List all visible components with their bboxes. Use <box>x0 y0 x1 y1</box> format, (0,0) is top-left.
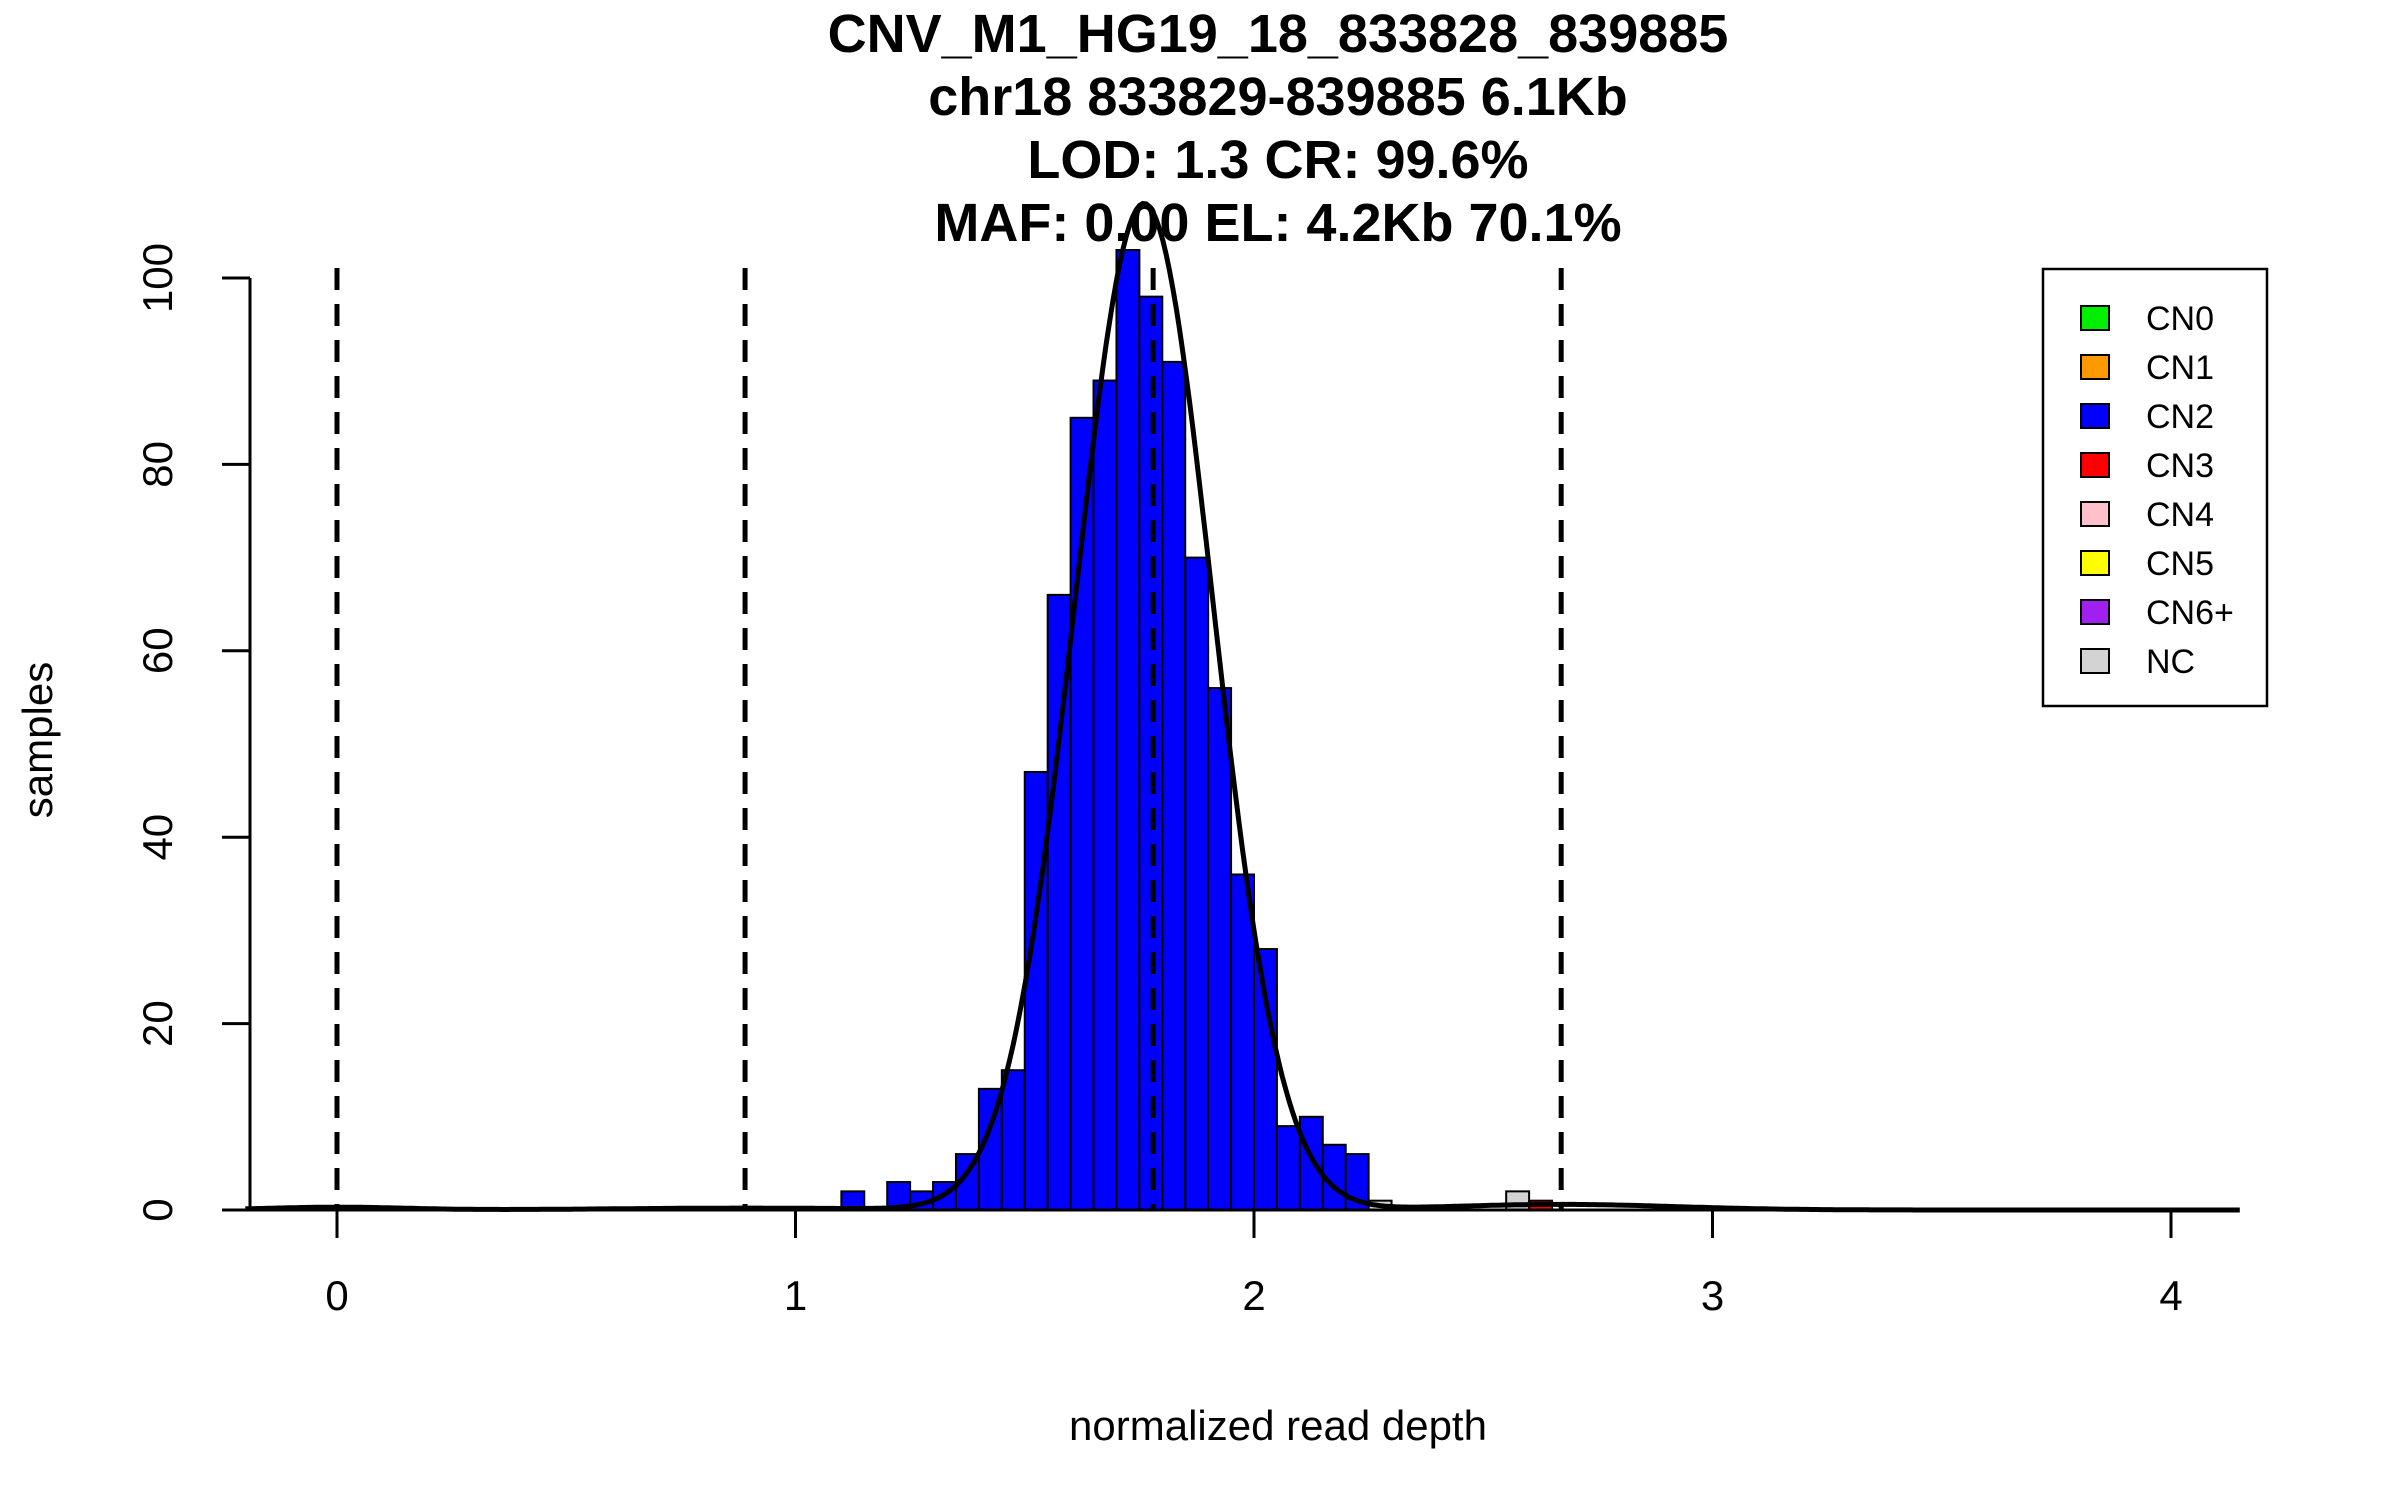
x-tick-label: 1 <box>784 1272 807 1319</box>
y-tick-label: 100 <box>134 243 181 313</box>
legend-label: CN2 <box>2146 398 2214 436</box>
legend-swatch-cn0 <box>2080 305 2110 331</box>
x-axis-label: normalized read depth <box>1069 1402 1487 1449</box>
threshold-lines <box>334 268 1564 1210</box>
chart-title: CNV_M1_HG19_18_833828_839885 chr18 83382… <box>828 4 1729 253</box>
bar-cn2 <box>1115 249 1141 1212</box>
bar-cn2 <box>1000 1069 1026 1211</box>
histogram-bars <box>840 249 1554 1212</box>
title-line-3: LOD: 1.3 CR: 99.6% <box>1027 130 1528 190</box>
legend-swatch-cn3 <box>2080 452 2110 478</box>
y-tick-label: 40 <box>134 814 181 861</box>
legend-label: CN6+ <box>2146 594 2234 632</box>
bar-cn2 <box>1275 1125 1301 1211</box>
legend-box <box>2041 267 2269 708</box>
legend-label: CN3 <box>2146 447 2214 485</box>
title-line-2: chr18 833829-839885 6.1Kb <box>928 67 1628 127</box>
bar-cn2 <box>1207 687 1233 1211</box>
legend-swatch-cn4 <box>2080 501 2110 527</box>
y-axis-label: samples <box>14 662 61 818</box>
bar-cn2 <box>1092 379 1118 1211</box>
x-tick-label: 4 <box>2159 1272 2182 1319</box>
legend-swatch-cn1 <box>2080 354 2110 380</box>
bar-cn2 <box>1298 1115 1324 1212</box>
y-tick-label: 60 <box>134 627 181 674</box>
legend-swatch-nc <box>2080 648 2110 674</box>
legend-label: CN0 <box>2146 300 2214 338</box>
x-tick-label: 2 <box>1242 1272 1265 1319</box>
x-tick-label: 3 <box>1701 1272 1724 1319</box>
bar-cn2 <box>1161 360 1187 1211</box>
y-tick-label: 20 <box>134 1000 181 1047</box>
legend-label: CN5 <box>2146 545 2214 583</box>
legend-label: CN4 <box>2146 496 2214 534</box>
x-tick-label: 0 <box>325 1272 348 1319</box>
bar-cn2 <box>1230 873 1255 1211</box>
title-line-4: MAF: 0.00 EL: 4.2Kb 70.1% <box>934 193 1621 253</box>
bar-cn2 <box>1184 556 1210 1211</box>
legend-label: NC <box>2146 643 2195 681</box>
legend: CN0 CN1 CN2 CN3 CN4 CN5 CN6+ NC <box>2041 267 2269 708</box>
legend-swatch-cn6plus <box>2080 599 2110 625</box>
legend-swatch-cn2 <box>2080 403 2110 429</box>
legend-label: CN1 <box>2146 349 2214 387</box>
legend-swatch-cn5 <box>2080 550 2110 576</box>
y-tick-label: 0 <box>134 1198 181 1221</box>
y-tick-label: 80 <box>134 441 181 488</box>
title-line-1: CNV_M1_HG19_18_833828_839885 <box>828 4 1729 64</box>
bar-cn2 <box>1023 770 1049 1212</box>
